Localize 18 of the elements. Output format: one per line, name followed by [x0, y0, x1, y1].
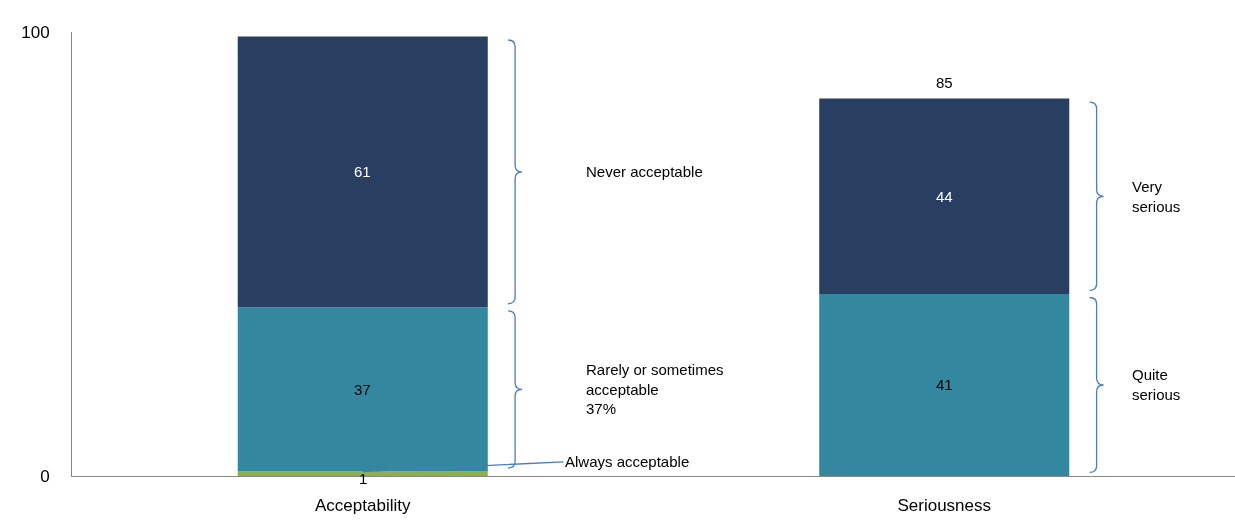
x-tick-label: Seriousness: [897, 496, 992, 516]
annotation: Never acceptable: [586, 163, 703, 180]
x-tick-label: Acceptability: [315, 496, 411, 516]
annotation: Quite serious: [1132, 366, 1181, 403]
annotation: Very serious: [1132, 178, 1181, 215]
data-label: 37: [354, 381, 371, 398]
data-label: 41: [936, 376, 953, 393]
annotation: Always acceptable: [565, 453, 690, 470]
data-label: 61: [354, 163, 371, 180]
annotation: Rarely or sometimes acceptable 37%: [586, 361, 724, 417]
bar: [237, 36, 488, 308]
total-label: 85: [936, 74, 953, 91]
bar: [237, 307, 488, 472]
data-label: 44: [936, 188, 953, 205]
bar: [819, 293, 1070, 476]
y-tick-label: 0: [40, 466, 50, 486]
y-tick-label: 100: [21, 22, 50, 42]
bar: [819, 98, 1070, 294]
